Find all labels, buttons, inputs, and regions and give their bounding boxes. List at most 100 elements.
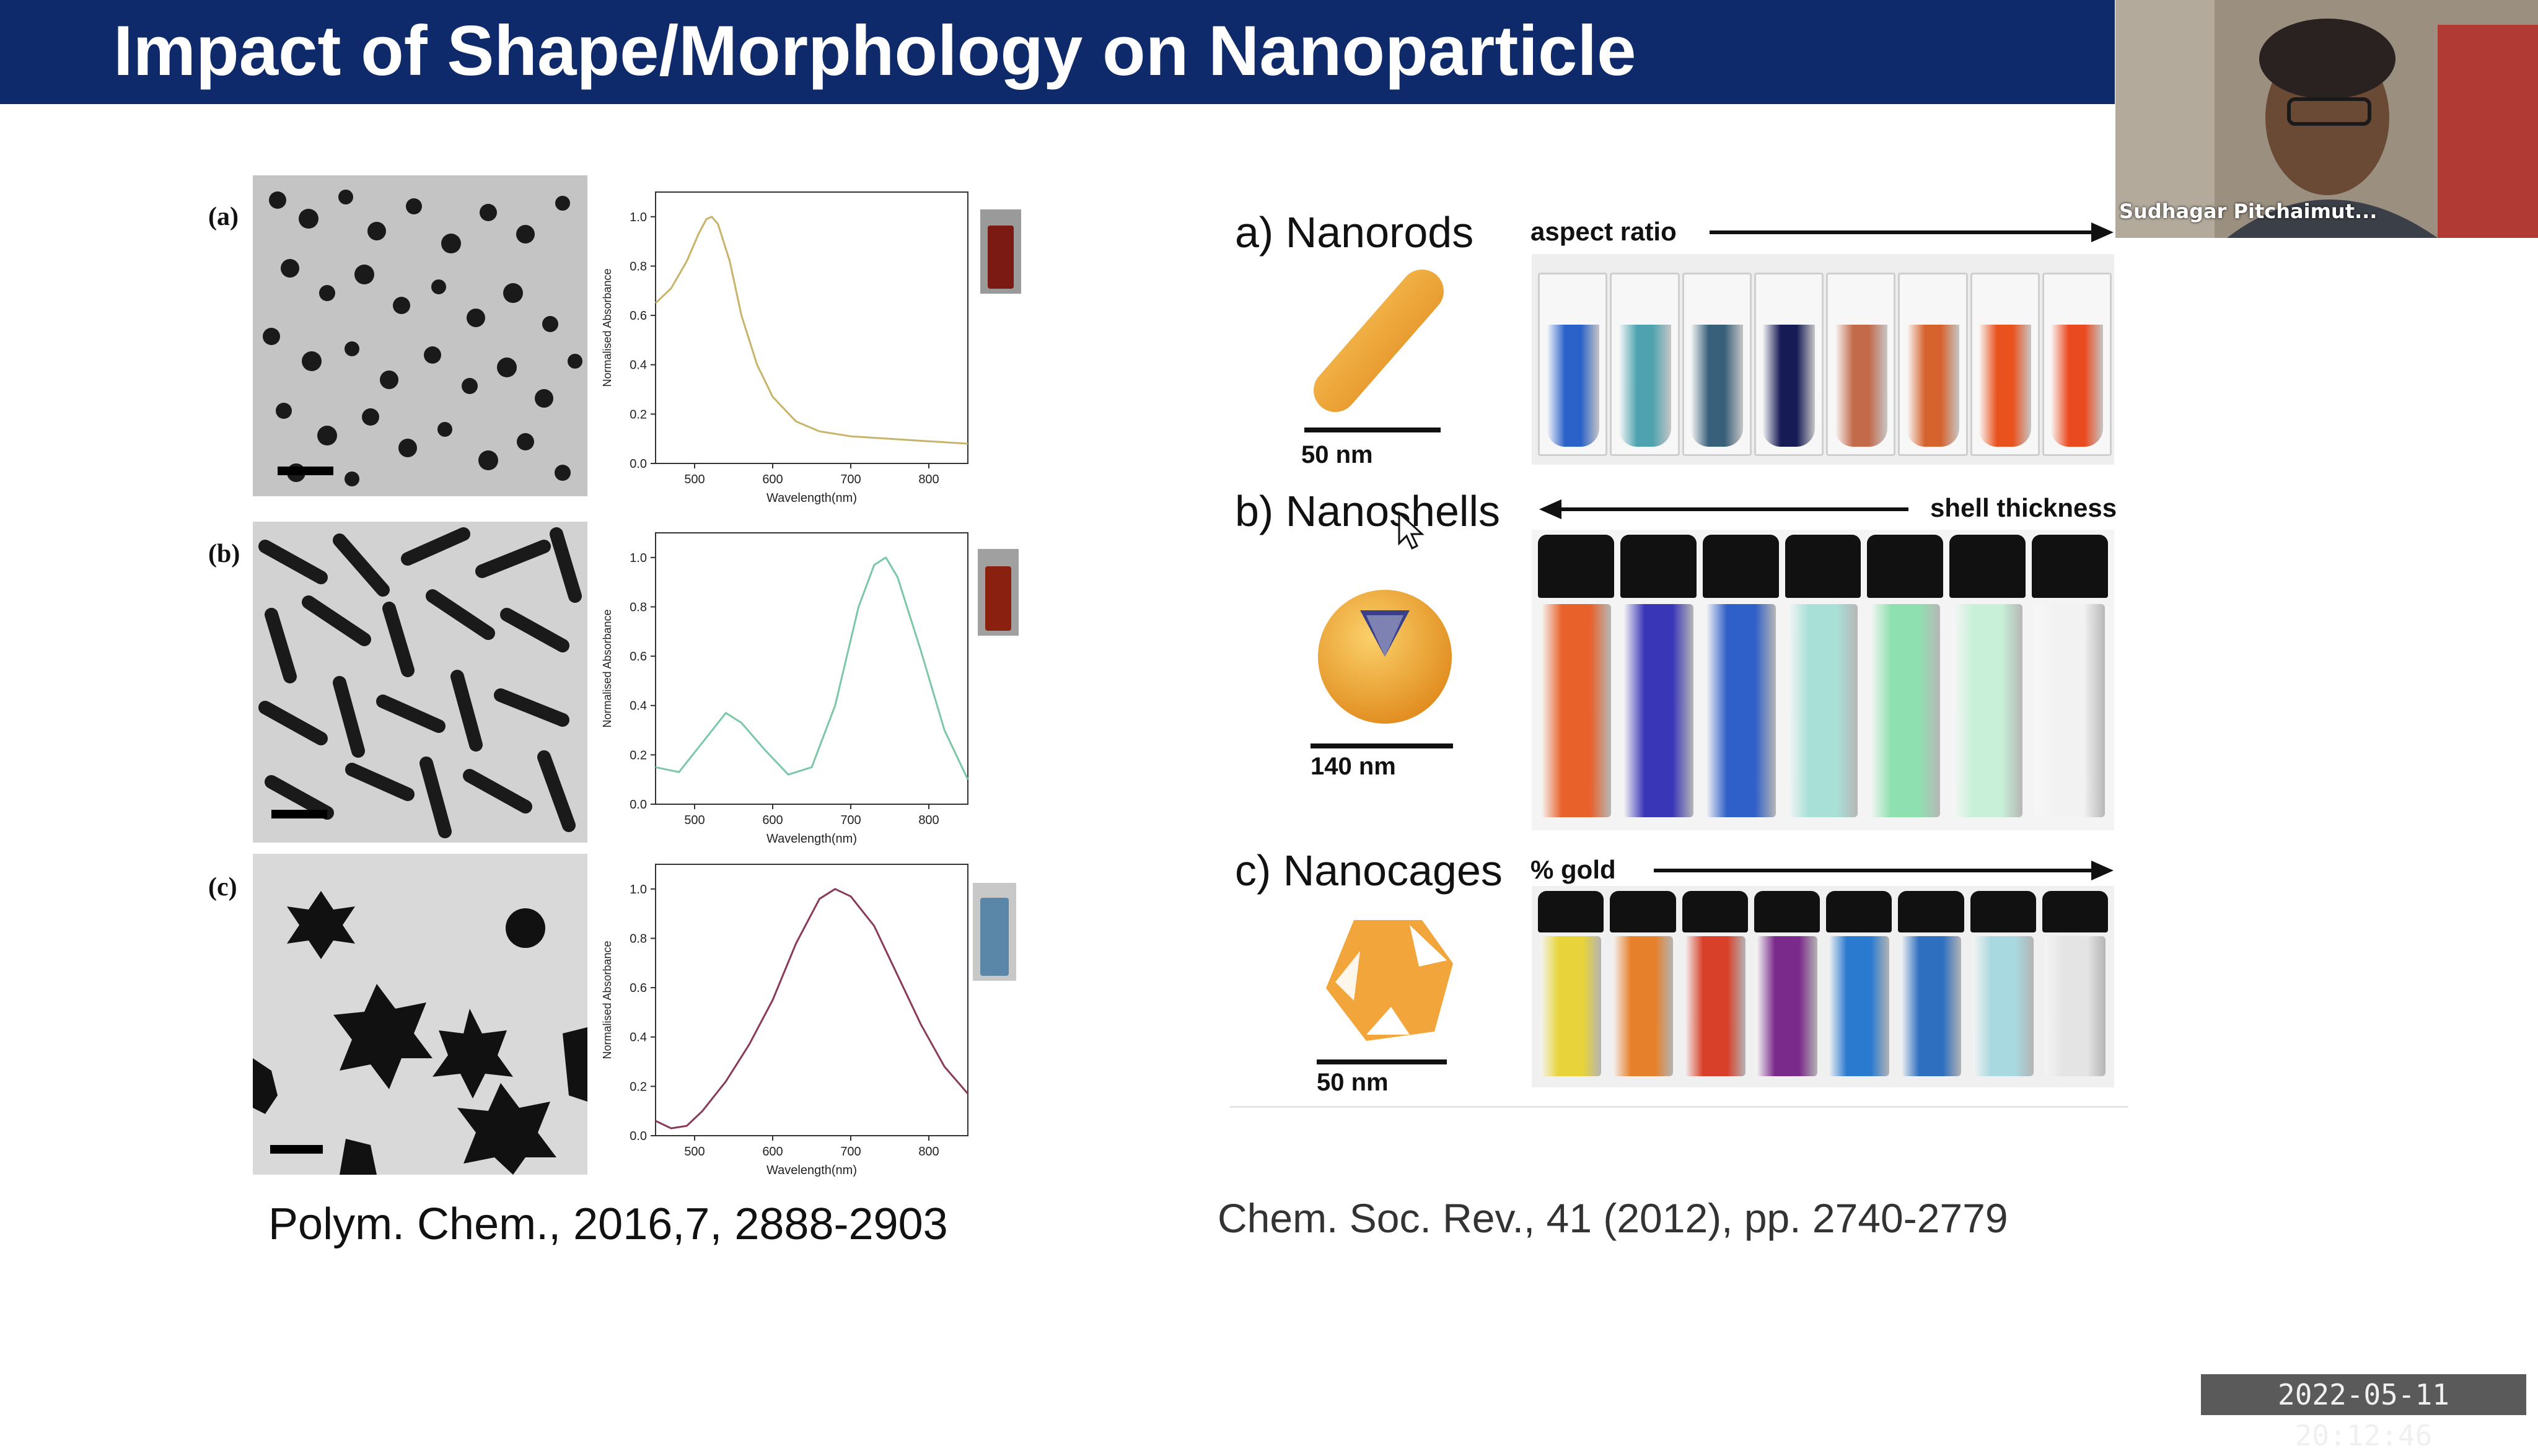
absorbance-series-line bbox=[655, 556, 969, 780]
vial-cap bbox=[1702, 535, 1779, 599]
x-tick-label: 600 bbox=[762, 814, 783, 827]
presenter-video-icon bbox=[2115, 0, 2538, 238]
absorbance-series-line bbox=[655, 888, 969, 1129]
x-axis-label: Wavelength(nm) bbox=[766, 491, 857, 505]
vial bbox=[1949, 535, 2026, 823]
x-tick-label: 500 bbox=[684, 1145, 705, 1159]
vial-cap bbox=[1610, 891, 1676, 933]
vial bbox=[1610, 891, 1676, 1080]
x-tick-label: 500 bbox=[684, 814, 705, 827]
y-tick-label: 0.2 bbox=[630, 408, 647, 421]
vial-cap bbox=[1970, 891, 2036, 933]
vial bbox=[1970, 273, 2040, 456]
absorbance-chart-b: 0.0 0.2 0.4 0.6 0.8 1.0 500 600 700 800 Wavelength… bbox=[601, 532, 969, 846]
recording-timestamp: 2022-05-11 20:12:46 bbox=[2201, 1374, 2526, 1452]
nanocages-vial-photo bbox=[1532, 886, 2114, 1087]
absorbance-series-line bbox=[654, 216, 968, 445]
y-tick-label: 0.8 bbox=[630, 260, 647, 273]
aspect-ratio-label: aspect ratio bbox=[1530, 217, 1677, 246]
vial-liquid bbox=[1612, 936, 1674, 1076]
plot-frame bbox=[655, 864, 968, 1136]
x-axis-label: Wavelength(nm) bbox=[766, 1164, 857, 1177]
percent-gold-label: % gold bbox=[1530, 855, 1616, 884]
vial-liquid bbox=[2045, 936, 2105, 1076]
vial-inset-c bbox=[973, 883, 1016, 981]
y-tick-label: 0.2 bbox=[630, 748, 647, 762]
absorbance-chart-c: 0.0 0.2 0.4 0.6 0.8 1.0 500 600 700 800 Wavelength… bbox=[601, 864, 969, 1177]
nanoshells-label: b) Nanoshells bbox=[1235, 487, 1500, 535]
vial bbox=[1682, 273, 1752, 456]
vial-inset-b bbox=[978, 549, 1019, 636]
y-tick-label: 0.4 bbox=[630, 359, 647, 372]
y-tick-label: 1.0 bbox=[630, 551, 647, 565]
vial bbox=[1754, 273, 1824, 456]
vial-cap bbox=[1538, 535, 1614, 599]
vial-cap bbox=[1785, 535, 1861, 599]
vial-liquid bbox=[1900, 936, 1962, 1076]
x-tick-label: 600 bbox=[762, 473, 783, 486]
shell-thickness-label: shell thickness bbox=[1930, 493, 2117, 522]
x-tick-label: 500 bbox=[684, 473, 705, 486]
vial-liquid bbox=[1546, 325, 1599, 447]
nanorods-label: a) Nanorods bbox=[1235, 208, 1474, 257]
vial-liquid bbox=[1952, 603, 2023, 817]
y-tick-label: 0.0 bbox=[630, 798, 647, 812]
panel-label-b: (b) bbox=[208, 540, 240, 568]
vial bbox=[2032, 535, 2108, 823]
absorbance-chart-a: 0.0 0.2 0.4 0.6 0.8 1.0 500 600 700 800 Wavelength… bbox=[601, 191, 968, 505]
y-tick-label: 0.8 bbox=[630, 932, 647, 945]
nanocage-shape-icon bbox=[1326, 920, 1453, 1041]
x-axis-label: Wavelength(nm) bbox=[766, 832, 857, 846]
vial bbox=[1826, 891, 1892, 1080]
vial bbox=[1682, 891, 1748, 1080]
vial bbox=[1898, 891, 1964, 1080]
vial-cap bbox=[2042, 891, 2108, 933]
vial-liquid bbox=[1705, 603, 1776, 817]
vial bbox=[1785, 535, 1861, 823]
arrow-right-icon bbox=[1710, 222, 2114, 242]
y-tick-label: 0.2 bbox=[630, 1080, 647, 1094]
tem-image-stars bbox=[253, 854, 587, 1175]
nanorods-vial-photo bbox=[1532, 254, 2114, 465]
scale-label-nanocages: 50 nm bbox=[1317, 1069, 1389, 1096]
nanocages-label: c) Nanocages bbox=[1235, 846, 1503, 895]
vial bbox=[1538, 535, 1614, 823]
webcam-video[interactable] bbox=[2115, 0, 2538, 238]
vial-liquid bbox=[1978, 325, 2032, 447]
vial-cap bbox=[1898, 891, 1964, 933]
vial-inset-a bbox=[980, 209, 1021, 294]
vial bbox=[1538, 891, 1604, 1080]
mouse-cursor-icon bbox=[1398, 511, 1425, 550]
vial-liquid bbox=[1788, 603, 1858, 817]
vial bbox=[1702, 535, 1779, 823]
vial-liquid bbox=[1684, 936, 1745, 1076]
tem-image-rods bbox=[253, 522, 587, 843]
x-tick-label: 600 bbox=[762, 1145, 783, 1159]
vial-liquid bbox=[1972, 936, 2034, 1076]
y-tick-label: 0.0 bbox=[630, 1129, 647, 1143]
y-tick-label: 0.6 bbox=[630, 650, 647, 664]
nanoshell-shape-icon bbox=[1318, 590, 1452, 724]
vial bbox=[2042, 891, 2108, 1080]
y-axis-label: Normalised Absorbance bbox=[601, 941, 613, 1059]
scale-bar-nanorods bbox=[1304, 428, 1441, 432]
scale-bar-nanoshells bbox=[1311, 743, 1453, 748]
y-tick-label: 0.0 bbox=[630, 457, 647, 471]
slide-title: Impact of Shape/Morphology on Nanopartic… bbox=[113, 12, 1636, 90]
vial-cap bbox=[1538, 891, 1604, 933]
y-tick-label: 0.4 bbox=[630, 699, 647, 713]
vial-liquid bbox=[2035, 603, 2105, 817]
scale-label-nanoshells: 140 nm bbox=[1311, 753, 1396, 780]
x-tick-label: 800 bbox=[918, 1145, 939, 1159]
panel-label-c: (c) bbox=[208, 873, 237, 901]
y-tick-label: 1.0 bbox=[630, 211, 647, 224]
nanoshells-vial-photo bbox=[1532, 530, 2114, 830]
arrow-left-icon bbox=[1539, 499, 1908, 519]
divider-line bbox=[1230, 1106, 2128, 1108]
vial-liquid bbox=[1540, 936, 1601, 1076]
vial-liquid bbox=[1757, 936, 1817, 1076]
vial bbox=[1620, 535, 1697, 823]
y-axis-label: Normalised Absorbance bbox=[601, 609, 613, 727]
vial-liquid bbox=[1618, 325, 1671, 447]
x-tick-label: 700 bbox=[840, 473, 861, 486]
